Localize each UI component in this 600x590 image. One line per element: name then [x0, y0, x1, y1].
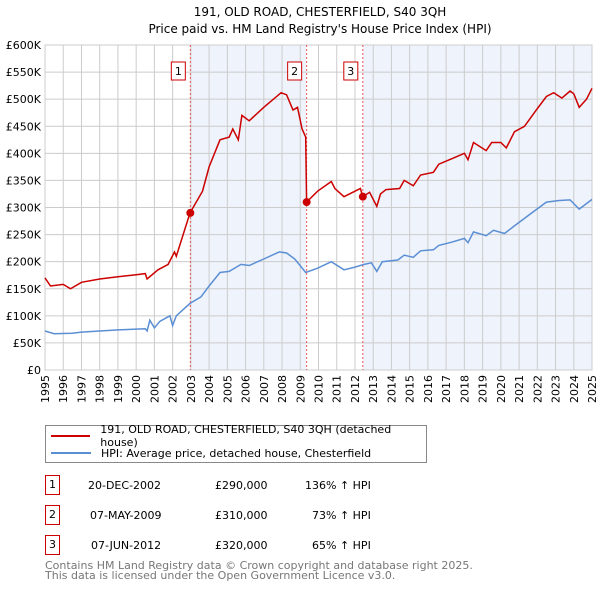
y-tick-label: £550K	[6, 66, 42, 79]
x-tick-label: 2006	[240, 375, 253, 403]
x-tick-label: 2025	[586, 375, 599, 403]
x-tick-label: 2023	[550, 375, 563, 403]
sale-row: 3 07-JUN-2012 £320,000 65% ↑ HPI	[45, 535, 465, 557]
sale-marker-label: 1	[175, 65, 182, 78]
y-tick-label: £100K	[6, 310, 42, 323]
sale-hpi: 65% ↑ HPI	[312, 539, 371, 552]
sale-row: 1 20-DEC-2002 £290,000 136% ↑ HPI	[45, 475, 465, 497]
x-tick-label: 2008	[276, 375, 289, 403]
x-tick-label: 2022	[531, 375, 544, 403]
x-tick-label: 2002	[167, 375, 180, 403]
sale-point	[302, 198, 311, 207]
legend-item-hpi: HPI: Average price, detached house, Ches…	[46, 445, 371, 461]
footer-line: Contains HM Land Registry data © Crown c…	[45, 559, 473, 572]
y-tick-label: £0	[27, 364, 41, 377]
x-tick-label: 2015	[404, 375, 417, 403]
legend-swatch-blue	[51, 452, 91, 454]
sale-marker-label: 3	[347, 65, 354, 78]
x-tick-label: 1997	[75, 375, 88, 403]
sale-number: 2	[45, 505, 60, 525]
sale-hpi: 73% ↑ HPI	[312, 509, 371, 522]
sale-point	[186, 208, 195, 217]
sale-marker-box	[170, 61, 186, 81]
footer-attribution: Contains HM Land Registry data © Crown c…	[45, 559, 473, 582]
x-tick-label: 2014	[385, 375, 398, 403]
legend-label: HPI: Average price, detached house, Ches…	[101, 446, 372, 460]
y-tick-label: £600K	[6, 39, 42, 52]
y-tick-label: £200K	[6, 256, 42, 269]
sale-marker-box	[287, 61, 303, 81]
x-tick-label: 2001	[148, 375, 161, 403]
x-tick-label: 2016	[422, 375, 435, 403]
sale-marker-label: 2	[291, 65, 298, 78]
price-chart: 191, OLD ROAD, CHESTERFIELD, S40 3QH Pri…	[6, 5, 599, 403]
sale-hpi: 136% ↑ HPI	[305, 479, 371, 492]
x-tick-label: 2018	[458, 375, 471, 403]
sale-date: 07-MAY-2009	[90, 509, 162, 522]
x-tick-label: 2012	[349, 375, 362, 403]
y-tick-label: £150K	[6, 283, 42, 296]
sale-row: 2 07-MAY-2009 £310,000 73% ↑ HPI	[45, 505, 465, 527]
chart-title: 191, OLD ROAD, CHESTERFIELD, S40 3QH	[194, 5, 447, 19]
legend-item-property: 191, OLD ROAD, CHESTERFIELD, S40 3QH (de…	[46, 423, 426, 449]
property-price-line	[44, 87, 593, 290]
legend-swatch-red	[51, 435, 91, 437]
x-tick-label: 2003	[185, 375, 198, 403]
y-tick-label: £400K	[6, 147, 42, 160]
x-tick-label: 1999	[112, 375, 125, 403]
x-tick-label: 2017	[440, 375, 453, 403]
sale-price: £290,000	[215, 479, 268, 492]
hpi-line	[44, 198, 593, 335]
chart-subtitle: Price paid vs. HM Land Registry's House …	[148, 22, 491, 36]
y-tick-label: £50K	[13, 337, 42, 350]
x-tick-label: 2000	[130, 375, 143, 403]
footer-line: This data is licensed under the Open Gov…	[45, 569, 396, 582]
x-tick-label: 2004	[203, 375, 216, 403]
x-tick-label: 2019	[477, 375, 490, 403]
x-tick-label: 2007	[258, 375, 271, 403]
x-tick-label: 2021	[513, 375, 526, 403]
sale-point	[358, 192, 367, 201]
legend: 191, OLD ROAD, CHESTERFIELD, S40 3QH (de…	[45, 423, 427, 463]
x-tick-label: 2005	[221, 375, 234, 403]
x-tick-label: 2013	[367, 375, 380, 403]
x-tick-label: 2011	[331, 375, 344, 403]
sale-number: 1	[45, 475, 60, 495]
x-tick-label: 1996	[57, 375, 70, 403]
sale-date: 20-DEC-2002	[88, 479, 162, 492]
sale-number: 3	[45, 535, 60, 555]
x-tick-label: 2024	[568, 375, 581, 403]
y-tick-label: £250K	[6, 229, 42, 242]
x-tick-label: 2010	[313, 375, 326, 403]
y-tick-label: £350K	[6, 174, 42, 187]
x-tick-label: 1995	[39, 375, 52, 403]
x-tick-label: 2009	[294, 375, 307, 403]
sale-date: 07-JUN-2012	[91, 539, 162, 552]
y-tick-label: £300K	[6, 202, 42, 215]
x-tick-label: 2020	[495, 375, 508, 403]
sale-price: £320,000	[215, 539, 268, 552]
y-tick-label: £500K	[6, 93, 42, 106]
x-tick-label: 1998	[94, 375, 107, 403]
sale-marker-box	[343, 61, 359, 81]
legend-label: 191, OLD ROAD, CHESTERFIELD, S40 3QH (de…	[100, 423, 392, 449]
y-tick-label: £450K	[6, 120, 42, 133]
sale-price: £310,000	[215, 509, 268, 522]
